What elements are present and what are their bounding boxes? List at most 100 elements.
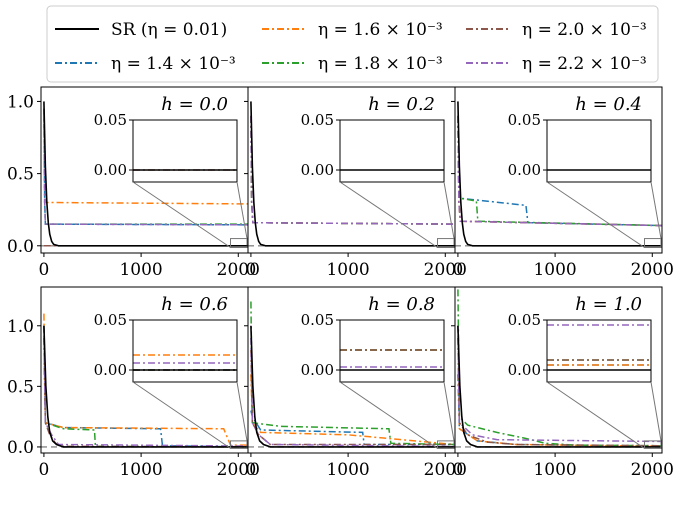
inset-axes: 0.00 0.05 <box>508 311 652 383</box>
legend-label-1: SR (η = 0.01) <box>111 20 227 40</box>
panel-3: 0 1000 2000 0.00 0.05 h = 0.4 <box>451 86 674 280</box>
panel-4: 0.0 0.5 1.0 0 1000 2000 0.00 0.05 h = 0.6 <box>7 286 260 480</box>
inset-frame <box>132 119 238 183</box>
x-tick-label: 1000 <box>533 460 576 480</box>
series-line-6 <box>457 325 662 443</box>
inset-frame <box>339 119 445 183</box>
series-line-6 <box>43 108 248 226</box>
inset-y-tick-label: 0.00 <box>508 361 541 379</box>
zoom-connector <box>443 381 455 441</box>
x-tick-label: 0 <box>39 260 50 280</box>
panel-frame <box>454 286 663 454</box>
inset-axes: 0.00 0.05 <box>301 111 445 183</box>
panel-2: 0 1000 2000 0.00 0.05 h = 0.2 <box>244 86 467 280</box>
x-tick-label: 2000 <box>424 260 467 280</box>
x-tick-label: 0 <box>39 460 50 480</box>
inset-axes: 0.00 0.05 <box>94 311 238 383</box>
panel-5: 0 1000 2000 0.00 0.05 h = 0.8 <box>244 286 467 480</box>
inset-frame <box>132 319 238 383</box>
inset-axes: 0.00 0.05 <box>508 111 652 183</box>
series-line-3 <box>250 374 455 446</box>
series-line-5 <box>457 337 662 447</box>
panel-1: 0.0 0.5 1.0 0 1000 2000 0.00 0.05 h = 0.0 <box>7 86 260 280</box>
legend-label-5: η = 2.0 × 10⁻³ <box>522 20 647 40</box>
legend-frame <box>46 5 659 83</box>
series-line-1 <box>43 325 248 448</box>
inset-y-tick-label: 0.05 <box>94 311 127 329</box>
series-line-6 <box>250 115 455 225</box>
x-tick-label: 2000 <box>217 260 260 280</box>
series-line-4 <box>457 289 662 447</box>
legend: SR (η = 0.01) η = 1.4 × 10⁻³ η = 1.6 × 10⁻… <box>46 5 659 83</box>
panel-6: 0 1000 2000 0.00 0.05 h = 1.0 <box>451 286 674 480</box>
x-tick-label: 0 <box>453 460 464 480</box>
legend-label-4: η = 1.8 × 10⁻³ <box>318 54 443 74</box>
panel-h-label: h = 0.8 <box>368 294 435 315</box>
inset-y-tick-label: 0.05 <box>301 311 334 329</box>
series-line-1 <box>457 325 662 448</box>
inset-y-tick-label: 0.00 <box>301 161 334 179</box>
inset-y-tick-label: 0.00 <box>508 161 541 179</box>
inset-axes: 0.00 0.05 <box>94 111 238 183</box>
zoom-connector <box>339 181 438 248</box>
zoom-region-box <box>644 238 662 249</box>
panel-h-label: h = 0.0 <box>161 94 228 115</box>
series-line-6 <box>457 115 662 227</box>
x-tick-label: 1000 <box>326 460 369 480</box>
zoom-connector <box>132 381 231 449</box>
y-tick-label: 0.0 <box>7 438 34 458</box>
zoom-region-box <box>437 440 455 449</box>
panel-frame <box>454 86 663 254</box>
series-line-2 <box>457 374 662 448</box>
x-tick-label: 0 <box>453 260 464 280</box>
x-tick-label: 1000 <box>326 260 369 280</box>
zoom-region-box <box>437 238 455 249</box>
zoom-region-box <box>230 238 248 249</box>
x-tick-label: 2000 <box>631 460 674 480</box>
series-line-6 <box>250 337 455 448</box>
legend-label-2: η = 1.4 × 10⁻³ <box>111 54 236 74</box>
series-line-1 <box>457 101 662 247</box>
inset-frame <box>339 319 445 383</box>
series-line-1 <box>43 101 248 247</box>
zoom-connector <box>339 381 438 449</box>
series-line-1 <box>250 325 455 448</box>
inset-y-tick-label: 0.00 <box>301 361 334 379</box>
inset-y-tick-label: 0.05 <box>94 111 127 129</box>
inset-y-tick-label: 0.00 <box>94 161 127 179</box>
zoom-region-box <box>230 440 248 449</box>
x-tick-label: 0 <box>246 460 257 480</box>
zoom-connector <box>546 381 645 449</box>
y-tick-label: 0.5 <box>7 377 34 397</box>
x-tick-label: 0 <box>246 260 257 280</box>
inset-axes: 0.00 0.05 <box>301 311 445 383</box>
zoom-region-box <box>644 440 662 449</box>
zoom-connector <box>236 381 248 441</box>
panel-h-label: h = 0.2 <box>368 94 435 115</box>
inset-y-tick-label: 0.05 <box>508 311 541 329</box>
x-tick-label: 2000 <box>217 460 260 480</box>
panel-h-label: h = 1.0 <box>575 294 642 315</box>
zoom-connector <box>236 181 248 239</box>
zoom-connector <box>546 181 645 248</box>
panel-h-label: h = 0.4 <box>575 94 642 115</box>
inset-y-tick-label: 0.05 <box>508 111 541 129</box>
x-tick-label: 2000 <box>631 260 674 280</box>
series-line-5 <box>43 337 248 448</box>
series-line-1 <box>250 101 455 247</box>
y-tick-label: 0.5 <box>7 165 34 185</box>
panel-h-label: h = 0.6 <box>161 294 228 315</box>
y-tick-label: 0.0 <box>7 237 34 257</box>
zoom-connector <box>132 181 231 248</box>
legend-label-6: η = 2.2 × 10⁻³ <box>522 54 647 74</box>
legend-label-3: η = 1.6 × 10⁻³ <box>318 20 443 40</box>
inset-frame <box>546 319 652 383</box>
zoom-connector <box>443 181 455 239</box>
series-line-6 <box>43 325 248 447</box>
inset-frame <box>546 119 652 183</box>
zoom-connector <box>650 381 662 441</box>
x-tick-label: 2000 <box>424 460 467 480</box>
x-tick-label: 1000 <box>533 260 576 280</box>
